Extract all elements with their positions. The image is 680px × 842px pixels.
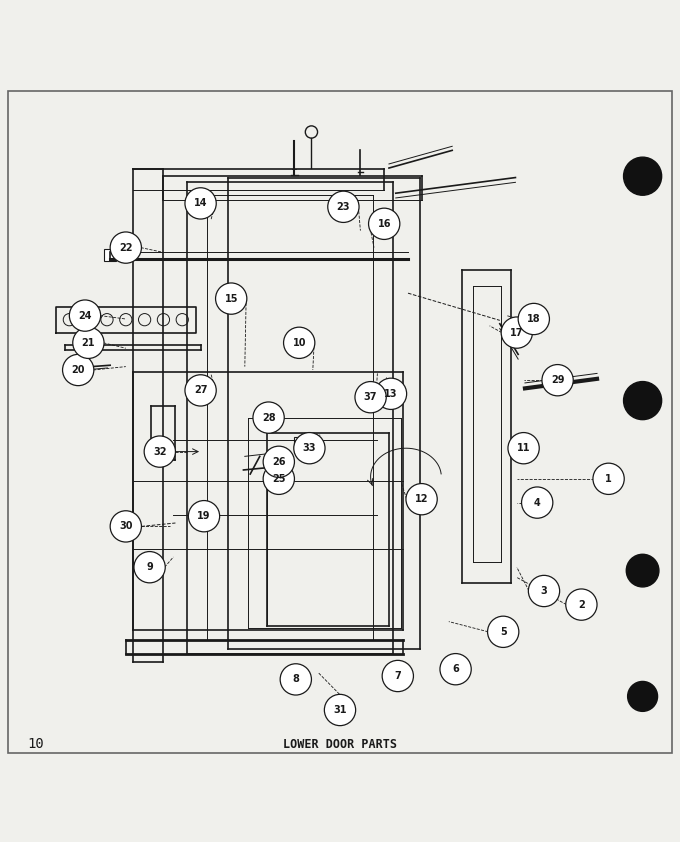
Text: 37: 37 (364, 392, 377, 402)
Circle shape (185, 188, 216, 219)
Text: 12: 12 (415, 494, 428, 504)
FancyBboxPatch shape (257, 408, 275, 426)
FancyBboxPatch shape (104, 249, 116, 261)
Circle shape (440, 653, 471, 685)
Circle shape (488, 616, 519, 647)
Text: 3: 3 (541, 586, 547, 596)
Text: 33: 33 (303, 443, 316, 453)
Circle shape (280, 663, 311, 695)
Text: 5: 5 (500, 626, 507, 637)
Text: 24: 24 (78, 311, 92, 321)
Text: 4: 4 (534, 498, 541, 508)
Circle shape (185, 375, 216, 406)
Circle shape (624, 157, 662, 195)
Circle shape (355, 381, 386, 413)
Text: 31: 31 (333, 705, 347, 715)
Circle shape (328, 191, 359, 222)
Text: 19: 19 (197, 511, 211, 521)
Circle shape (566, 589, 597, 621)
Circle shape (134, 552, 165, 583)
Text: 28: 28 (262, 413, 275, 423)
Text: 29: 29 (551, 376, 564, 385)
Text: 10: 10 (292, 338, 306, 348)
Circle shape (522, 487, 553, 518)
Text: 9: 9 (146, 562, 153, 573)
Text: 17: 17 (510, 328, 524, 338)
Text: 25: 25 (272, 474, 286, 484)
Text: 20: 20 (71, 365, 85, 375)
Text: LOWER DOOR PARTS: LOWER DOOR PARTS (283, 738, 397, 750)
Circle shape (518, 303, 549, 334)
Circle shape (188, 500, 220, 532)
Circle shape (294, 433, 325, 464)
Circle shape (375, 378, 407, 409)
Text: 32: 32 (153, 446, 167, 456)
Text: 22: 22 (119, 242, 133, 253)
Circle shape (369, 208, 400, 239)
Text: 6: 6 (452, 664, 459, 674)
Circle shape (284, 328, 315, 359)
Circle shape (216, 283, 247, 314)
Text: 30: 30 (119, 521, 133, 531)
Circle shape (628, 681, 658, 711)
Circle shape (73, 328, 104, 359)
Circle shape (253, 402, 284, 434)
Circle shape (63, 354, 94, 386)
Text: 2: 2 (578, 600, 585, 610)
Circle shape (263, 463, 294, 494)
Text: 7: 7 (394, 671, 401, 681)
FancyBboxPatch shape (294, 437, 310, 453)
Circle shape (110, 511, 141, 542)
Circle shape (501, 317, 532, 349)
Circle shape (382, 660, 413, 691)
Circle shape (626, 554, 659, 587)
Circle shape (406, 483, 437, 514)
Circle shape (528, 575, 560, 606)
Text: 23: 23 (337, 202, 350, 212)
Text: 8: 8 (292, 674, 299, 685)
Text: 13: 13 (384, 389, 398, 399)
Circle shape (593, 463, 624, 494)
Text: 21: 21 (82, 338, 95, 348)
Circle shape (69, 300, 101, 331)
Circle shape (508, 433, 539, 464)
Text: 26: 26 (272, 457, 286, 466)
Text: 16: 16 (377, 219, 391, 229)
Circle shape (263, 446, 294, 477)
Text: 10: 10 (27, 737, 44, 751)
Circle shape (110, 232, 141, 264)
Text: 27: 27 (194, 386, 207, 396)
Text: 1: 1 (605, 474, 612, 484)
Text: 11: 11 (517, 443, 530, 453)
Text: 18: 18 (527, 314, 541, 324)
Circle shape (144, 436, 175, 467)
Text: 15: 15 (224, 294, 238, 304)
Circle shape (324, 695, 356, 726)
Circle shape (542, 365, 573, 396)
Circle shape (624, 381, 662, 419)
Text: 14: 14 (194, 199, 207, 209)
